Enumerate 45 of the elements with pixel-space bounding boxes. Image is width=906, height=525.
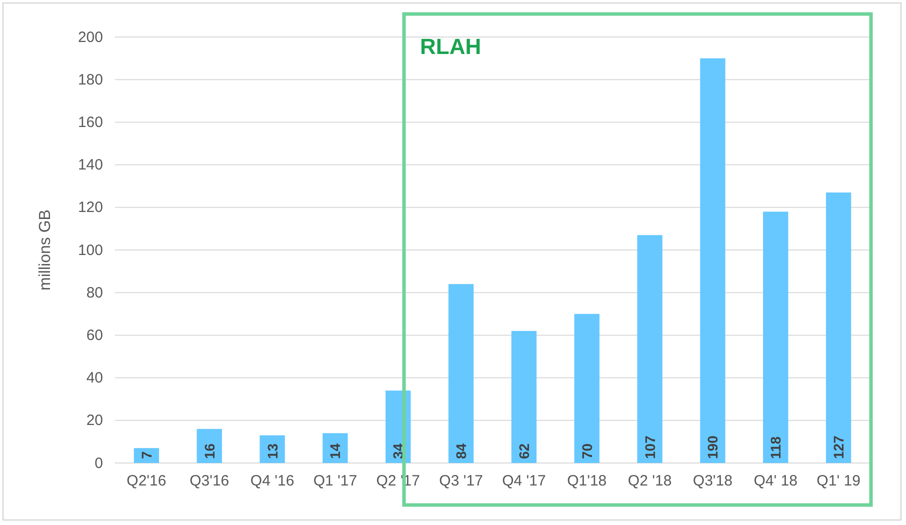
x-tick-label: Q2'16 [126,472,166,490]
data-label: 13 [264,443,280,459]
y-tick-label: 140 [78,156,103,174]
y-tick-label: 180 [78,71,103,88]
data-label: 127 [830,435,847,459]
bar [448,284,474,463]
annotation: RLAH [420,34,482,59]
x-tick-label: Q2 '18 [628,472,672,490]
data-label: 16 [201,443,218,459]
y-tick-label: 160 [78,114,103,131]
bar [574,314,600,463]
bar [134,448,160,463]
bar [322,433,348,463]
data-label: 190 [704,435,721,459]
bar [826,192,852,463]
y-tick-label: 100 [78,242,103,259]
x-tick-label: Q3'18 [692,472,732,490]
data-label: 107 [642,435,658,459]
y-tick-label: 40 [86,370,103,387]
data-label: 7 [138,451,154,459]
y-tick-label: 120 [78,199,103,216]
bar [700,58,726,463]
data-label: 84 [453,443,470,459]
data-label: 118 [768,436,784,459]
x-tick-label: Q1'18 [567,472,607,490]
bar [637,235,662,463]
y-axis-title: millions GB [37,210,54,290]
x-tick-label: Q4 '16 [250,472,294,490]
y-tick-label: 200 [78,28,103,46]
data-label: 14 [327,443,344,459]
data-label: 70 [578,443,595,459]
data-label: 62 [516,443,532,459]
x-tick-label: Q4' 18 [754,472,798,490]
x-tick-label: Q1' 19 [816,472,860,490]
data-label: 34 [390,443,406,459]
bar [763,212,788,463]
x-tick-label: Q3 '17 [439,472,483,490]
x-tick-label: Q3'16 [190,472,230,490]
x-tick-label: Q4 '17 [502,472,546,490]
x-tick-label: Q1 '17 [313,472,358,490]
y-tick-label: 80 [86,284,103,302]
y-tick-label: 20 [86,412,103,430]
y-tick-label: 0 [94,454,103,472]
y-tick-label: 60 [86,327,103,344]
bar [511,330,537,463]
